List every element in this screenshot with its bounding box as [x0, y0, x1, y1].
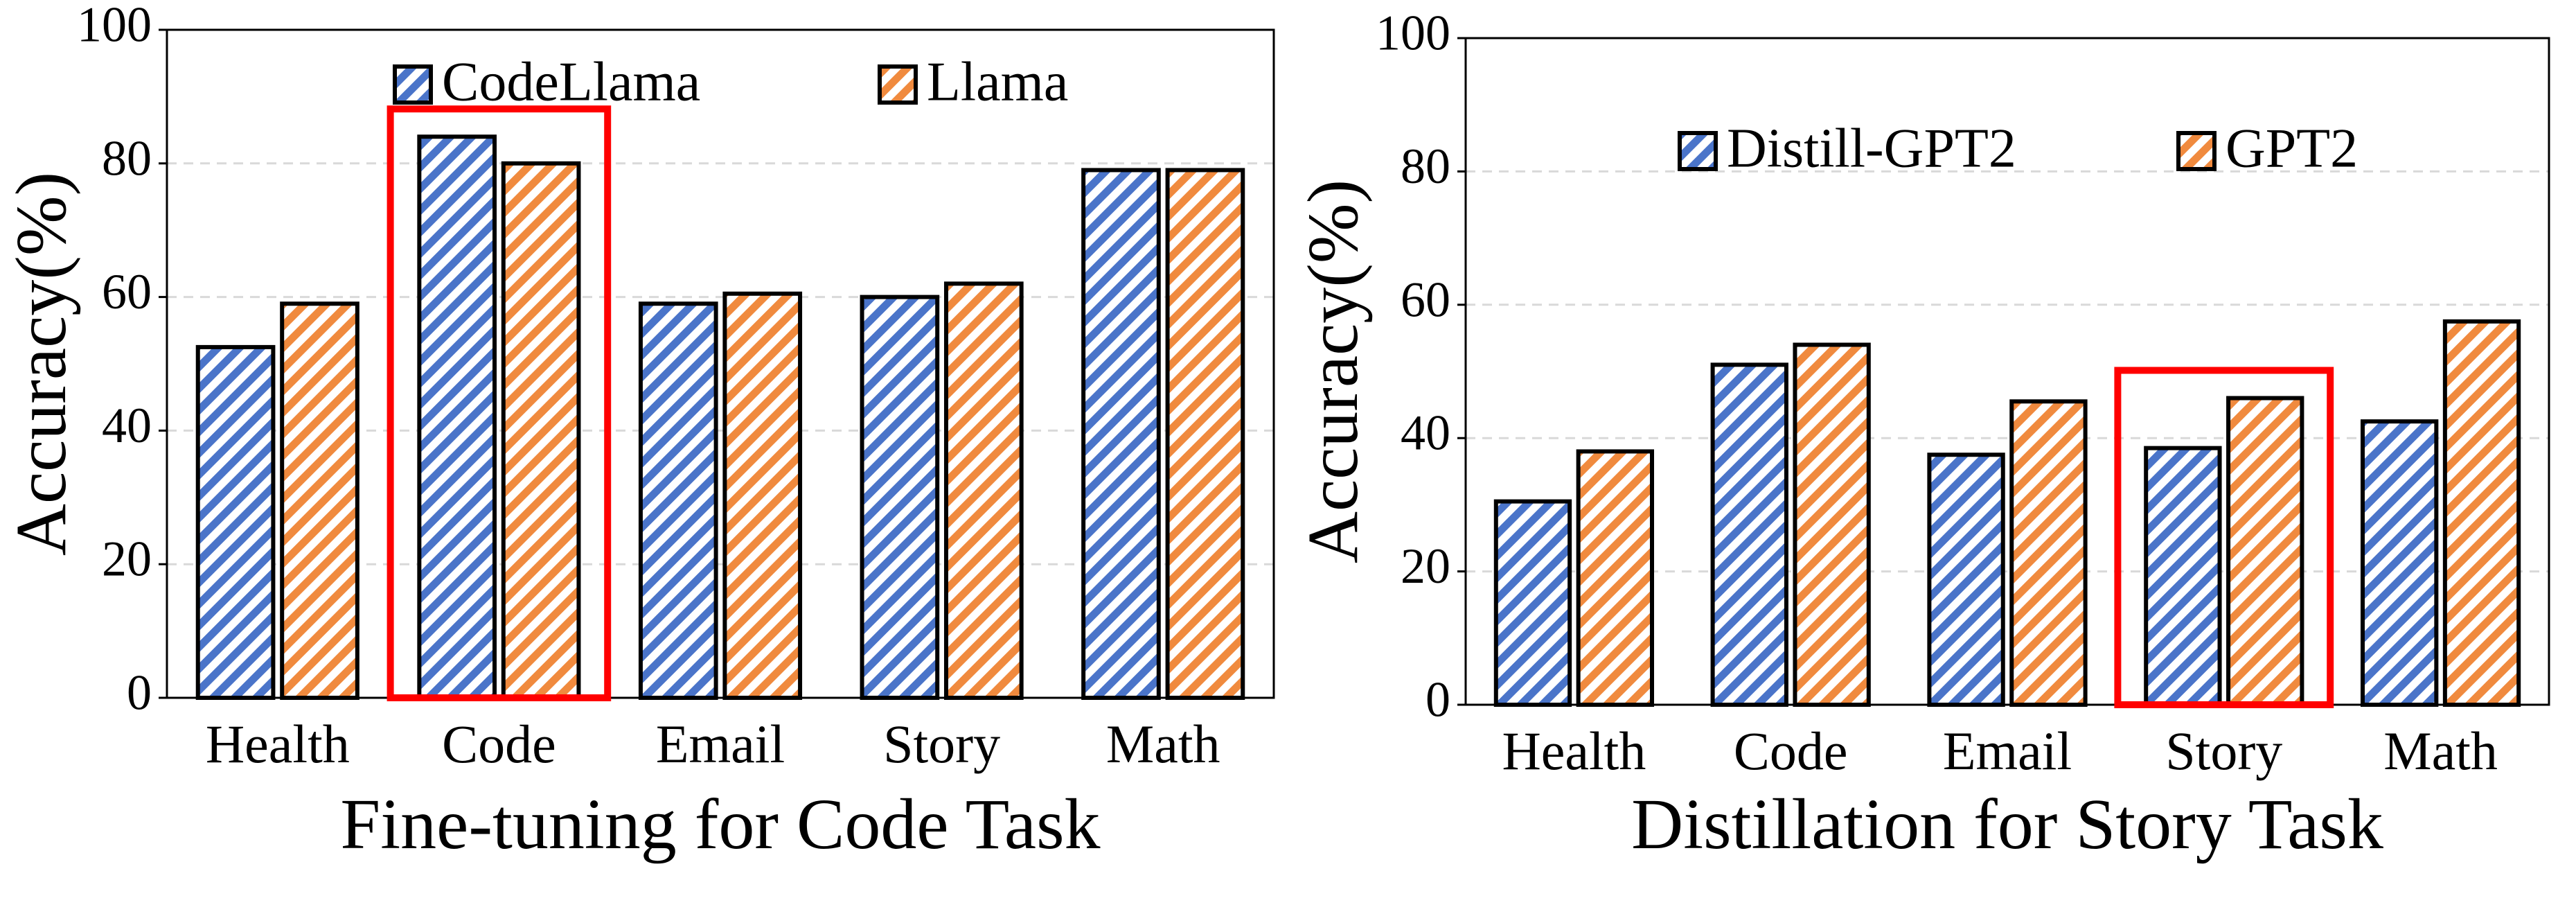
bar — [638, 301, 718, 700]
y-tick-label: 60 — [1401, 272, 1450, 327]
x-tick-label: Story — [883, 714, 1000, 774]
bar — [722, 291, 803, 700]
y-axis-label: Accuracy(%) — [1, 172, 81, 556]
bar — [2360, 419, 2439, 708]
bar — [2144, 446, 2222, 707]
plot-frame — [166, 28, 1275, 699]
y-axis-label: Accuracy(%) — [1293, 179, 1373, 563]
y-tick-label: 20 — [102, 531, 152, 587]
legend-label: CodeLlama — [442, 51, 700, 112]
legend-label: Distill-GPT2 — [1727, 118, 2016, 179]
x-tick-label: Story — [2165, 721, 2282, 781]
y-tick-label: 100 — [77, 0, 152, 53]
y-tick-label: 80 — [102, 130, 152, 186]
highlight-box — [387, 105, 612, 702]
legend-swatch — [878, 64, 918, 105]
bar — [2442, 319, 2521, 708]
bar — [417, 134, 497, 701]
legend-label: Llama — [927, 51, 1068, 112]
bar — [1576, 449, 1655, 707]
bar — [195, 344, 276, 700]
bar — [1165, 168, 1245, 700]
y-tick-label: 40 — [102, 398, 152, 453]
bar — [860, 295, 940, 701]
x-tick-label: Health — [1502, 721, 1646, 781]
bar — [1927, 452, 2005, 707]
bar — [1710, 362, 1788, 707]
x-tick-label: Email — [1943, 721, 2072, 781]
x-axis-label: Distillation for Story Task — [1631, 784, 2383, 864]
y-tick-label: 100 — [1376, 6, 1450, 61]
highlight-box — [2114, 367, 2334, 708]
legend-swatch — [393, 64, 433, 105]
legend-swatch — [2176, 131, 2217, 171]
plot-frame — [1464, 37, 2550, 706]
legend-swatch — [1678, 131, 1718, 171]
x-tick-label: Math — [2383, 721, 2498, 781]
y-tick-label: 60 — [102, 264, 152, 319]
x-tick-label: Email — [656, 714, 785, 774]
bar — [943, 281, 1024, 700]
x-tick-label: Code — [1734, 721, 1848, 781]
y-tick-label: 0 — [1425, 672, 1450, 728]
bar — [280, 301, 359, 700]
y-tick-label: 80 — [1401, 139, 1450, 194]
bar — [1081, 168, 1161, 700]
chart: 0 20 40 60 80 100 Health Code Email Story Math Code… — [1, 0, 1275, 864]
bar — [2226, 396, 2304, 707]
x-tick-label: Health — [206, 714, 350, 774]
legend-label: GPT2 — [2226, 118, 2358, 179]
bar — [1493, 499, 1572, 708]
x-axis-label: Fine-tuning for Code Task — [340, 784, 1100, 864]
bar — [1793, 342, 1871, 707]
y-tick-label: 20 — [1401, 538, 1450, 594]
bar — [501, 161, 581, 701]
x-tick-label: Math — [1106, 714, 1220, 774]
bar — [2009, 399, 2088, 707]
y-tick-label: 0 — [127, 665, 152, 721]
y-tick-label: 40 — [1401, 405, 1450, 461]
x-tick-label: Code — [442, 714, 556, 774]
